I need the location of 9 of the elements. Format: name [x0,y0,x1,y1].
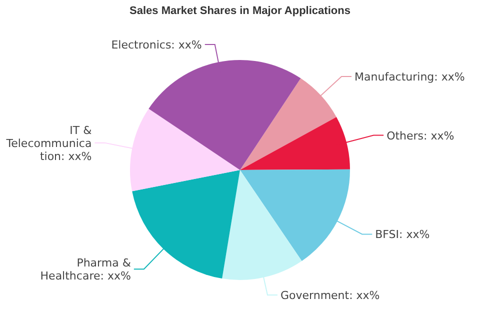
slice-label: BFSI: xx% [375,228,430,242]
slice-label: Manufacturing: xx% [354,70,465,84]
slice-label: Government: xx% [280,289,380,302]
slice-label: Others: xx% [386,129,454,142]
chart-title: Sales Market Shares in Major Applications [130,5,350,17]
pie-slice [132,170,240,279]
slice-label: IT & Telecommunication: xx% [5,124,92,163]
slice-label: Electronics: xx% [111,38,202,52]
slice-label: Pharma & Healthcare: xx% [40,256,132,283]
